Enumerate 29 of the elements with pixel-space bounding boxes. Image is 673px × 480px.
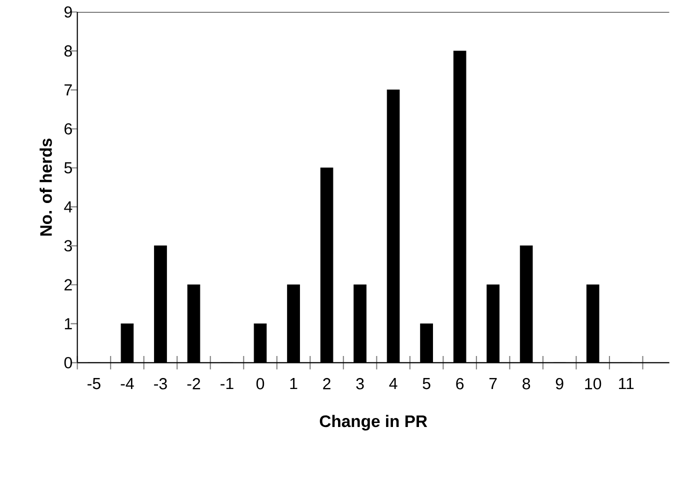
x-tick-label: 6 xyxy=(456,378,464,390)
x-tick-label: 0 xyxy=(256,378,264,390)
x-tick-label: -5 xyxy=(88,378,100,390)
x-tick-label: 10 xyxy=(585,378,602,390)
y-tick-label: 5 xyxy=(64,162,72,174)
y-tick-label: 2 xyxy=(64,279,72,290)
x-tick-label: 11 xyxy=(619,378,634,390)
x-tick-label: 8 xyxy=(522,378,530,390)
x-tick-label: 7 xyxy=(489,378,497,390)
x-tick-label: 4 xyxy=(389,378,398,390)
y-tick-label: 7 xyxy=(64,84,72,96)
y-tick-label: 3 xyxy=(64,240,72,252)
y-tick-label: 9 xyxy=(64,6,72,18)
x-tick-label: 1 xyxy=(290,378,298,390)
y-tick-label: 0 xyxy=(64,357,72,368)
x-tick-label: 9 xyxy=(556,378,564,390)
y-tick-label: 4 xyxy=(64,201,72,212)
x-tick-label: -4 xyxy=(120,378,134,390)
y-tick-label: 1 xyxy=(64,318,72,330)
x-tick-label: 3 xyxy=(356,378,364,390)
x-tick-label: -2 xyxy=(187,378,200,390)
x-tick-label: -1 xyxy=(220,378,234,390)
y-axis-title: No. of herds xyxy=(40,138,52,236)
x-tick-label: -3 xyxy=(154,378,167,390)
y-tick-label: 8 xyxy=(64,45,72,57)
x-tick-label: 5 xyxy=(422,378,430,390)
y-tick-label: 6 xyxy=(64,123,72,135)
x-axis-title: Change in PR xyxy=(320,414,428,430)
x-tick-label: 2 xyxy=(323,378,330,390)
